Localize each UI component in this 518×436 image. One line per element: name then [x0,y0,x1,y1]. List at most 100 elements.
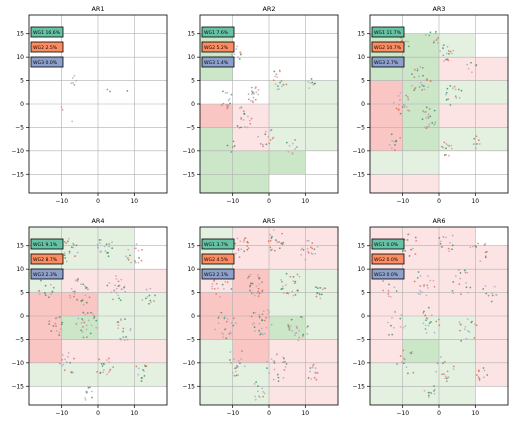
scatter-point [48,323,51,325]
scatter-point [77,317,80,320]
scatter-point [44,292,46,294]
heat-cell [269,104,306,128]
scatter-point [419,290,422,292]
y-tick-label: 0 [361,313,365,320]
scatter-point [278,88,280,90]
scatter-point [491,292,494,295]
y-tick-label: 0 [361,101,365,108]
point-cluster [96,357,115,376]
scatter-point [276,88,279,91]
scatter-point [289,325,292,328]
scatter-point [224,92,227,94]
point-cluster [48,316,64,337]
scatter-point [77,278,79,280]
scatter-point [243,365,246,368]
scatter-point [253,383,256,385]
point-cluster [451,269,472,296]
scatter-point [294,148,296,150]
scatter-point [129,254,131,257]
point-cluster [141,287,157,305]
scatter-point [125,336,128,338]
scatter-point [451,289,454,292]
scatter-point [150,301,153,304]
scatter-point [146,295,149,298]
scatter-point [321,288,324,291]
scatter-point [399,325,402,328]
point-cluster [307,363,319,381]
scatter-point [248,275,250,278]
scatter-point [238,58,241,60]
scatter-point [452,292,455,295]
scatter-point [120,278,123,281]
scatter-point [406,372,409,375]
scatter-point [55,316,58,319]
scatter-point [68,250,71,253]
scatter-point [110,291,113,294]
scatter-point [406,95,409,98]
heat-cell [200,316,233,340]
scatter-point [302,249,305,251]
scatter-point [391,139,394,142]
scatter-point [268,372,271,374]
point-cluster [60,106,64,111]
scatter-point [482,376,485,379]
scatter-point [423,310,425,313]
scatter-point [449,104,452,106]
heat-cell [439,127,476,151]
scatter-point [105,243,108,246]
scatter-point [98,239,101,241]
scatter-point [238,256,241,259]
scatter-point [233,374,235,377]
heat-cell [439,269,476,293]
y-tick-label: −10 [352,148,365,155]
scatter-point [425,319,427,322]
scatter-point [403,358,406,361]
scatter-point [399,136,402,139]
scatter-point [257,135,260,138]
scatter-point [254,311,257,314]
scatter-point [453,85,456,88]
scatter-point [443,141,446,144]
scatter-point [465,282,467,284]
scatter-point [408,109,411,112]
scatter-point [81,299,84,302]
scatter-point [445,58,447,61]
scatter-point [96,370,98,373]
scatter-point [475,143,478,145]
scatter-point [482,367,485,369]
scatter-point [280,242,283,245]
scatter-point [226,318,229,320]
scatter-point [447,59,450,62]
scatter-point [235,322,237,324]
heat-cell [200,174,233,193]
scatter-point [108,282,111,284]
scatter-point [257,295,260,298]
heat-cell [61,269,98,293]
scatter-point [119,337,122,340]
scatter-point [288,329,291,331]
scatter-point [416,67,419,70]
scatter-point [141,299,144,301]
scatter-point [115,275,117,277]
scatter-point [460,293,462,296]
point-cluster [214,311,237,340]
point-cluster [59,352,75,374]
scatter-point [430,392,433,394]
scatter-point [85,336,88,339]
scatter-point [270,358,273,360]
heat-cell [269,245,306,270]
scatter-point [426,125,429,128]
scatter-point [468,330,471,333]
scatter-point [266,309,269,312]
heat-cell [402,57,439,81]
scatter-point [253,326,256,329]
scatter-point [273,70,276,73]
scatter-point [230,53,233,56]
scatter-point [294,280,297,283]
scatter-point [314,367,317,369]
scatter-point [475,374,478,376]
scatter-point [446,45,449,48]
scatter-point [214,328,216,331]
scatter-point [98,242,101,245]
scatter-point [427,113,430,116]
